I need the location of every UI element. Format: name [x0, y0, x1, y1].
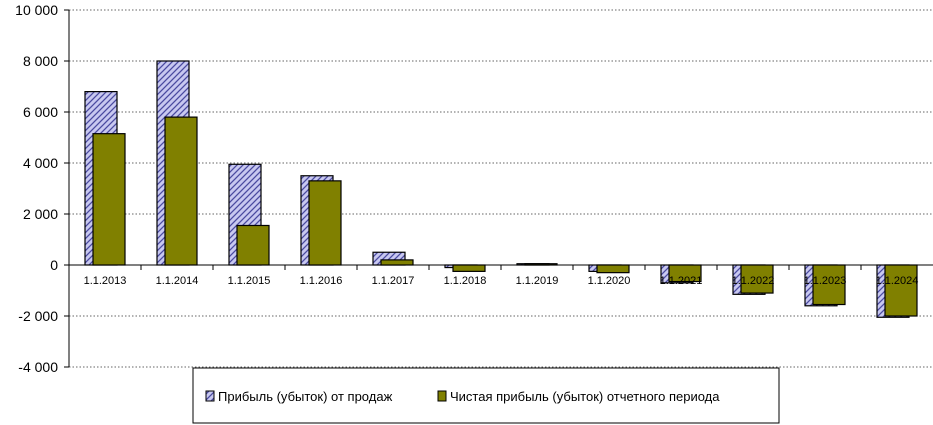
bar-net-profit — [380, 259, 414, 266]
y-tick-label: 2 000 — [23, 206, 58, 222]
bar-net-profit — [884, 264, 918, 317]
bar-net-profit — [92, 133, 126, 266]
x-tick-label: 1.1.2016 — [300, 275, 343, 287]
x-tick-label: 1.1.2020 — [588, 275, 631, 287]
y-tick-label: 6 000 — [23, 104, 58, 120]
gridlines — [69, 9, 933, 368]
y-tick-label: 10 000 — [15, 2, 58, 18]
legend-label-sales-profit: Прибыль (убыток) от продаж — [218, 389, 393, 404]
x-tick-label: 1.1.2023 — [804, 275, 847, 287]
legend-swatch-sales-profit — [205, 390, 215, 402]
bar-net-profit — [668, 264, 702, 283]
bar-net-profit — [596, 264, 630, 274]
bar-net-profit — [524, 263, 558, 266]
labels: 1.1.2013 1.1.2014 1.1.2015 1.1.2016 1.1.2017… — [84, 275, 919, 287]
x-tick-label: 1.1.2018 — [444, 275, 487, 287]
legend: Прибыль (убыток) от продаж Чистая прибыль… — [192, 367, 780, 424]
axes: 10 000 8 000 6 000 4 000 2 000 0 -2 000 -4 000 — [15, 2, 933, 375]
bars — [84, 60, 918, 318]
y-tick-label: -2 000 — [18, 308, 58, 324]
bar-net-profit — [740, 264, 774, 294]
bar-net-profit — [164, 116, 198, 266]
y-tick-label: 8 000 — [23, 53, 58, 69]
bar-net-profit — [452, 264, 486, 272]
y-tick-label: -4 000 — [18, 359, 58, 375]
x-tick-label: 1.1.2024 — [876, 275, 919, 287]
legend-swatch-net-profit — [437, 390, 447, 402]
x-tick-label: 1.1.2013 — [84, 275, 127, 287]
x-tick-label: 1.1.2017 — [372, 275, 415, 287]
x-tick-label: 1.1.2014 — [156, 275, 199, 287]
legend-box — [192, 367, 780, 424]
bar-net-profit — [308, 180, 342, 266]
legend-label-net-profit: Чистая прибыль (убыток) отчетного период… — [450, 389, 720, 404]
x-tick-label: 1.1.2015 — [228, 275, 271, 287]
bar-net-profit — [812, 264, 846, 306]
x-tick-label: 1.1.2022 — [732, 275, 775, 287]
y-tick-label: 0 — [50, 257, 58, 273]
x-tick-label: 1.1.2019 — [516, 275, 559, 287]
y-tick-label: 4 000 — [23, 155, 58, 171]
x-tick-label: 1.1.2021 — [660, 275, 703, 287]
bar-net-profit — [236, 224, 270, 266]
